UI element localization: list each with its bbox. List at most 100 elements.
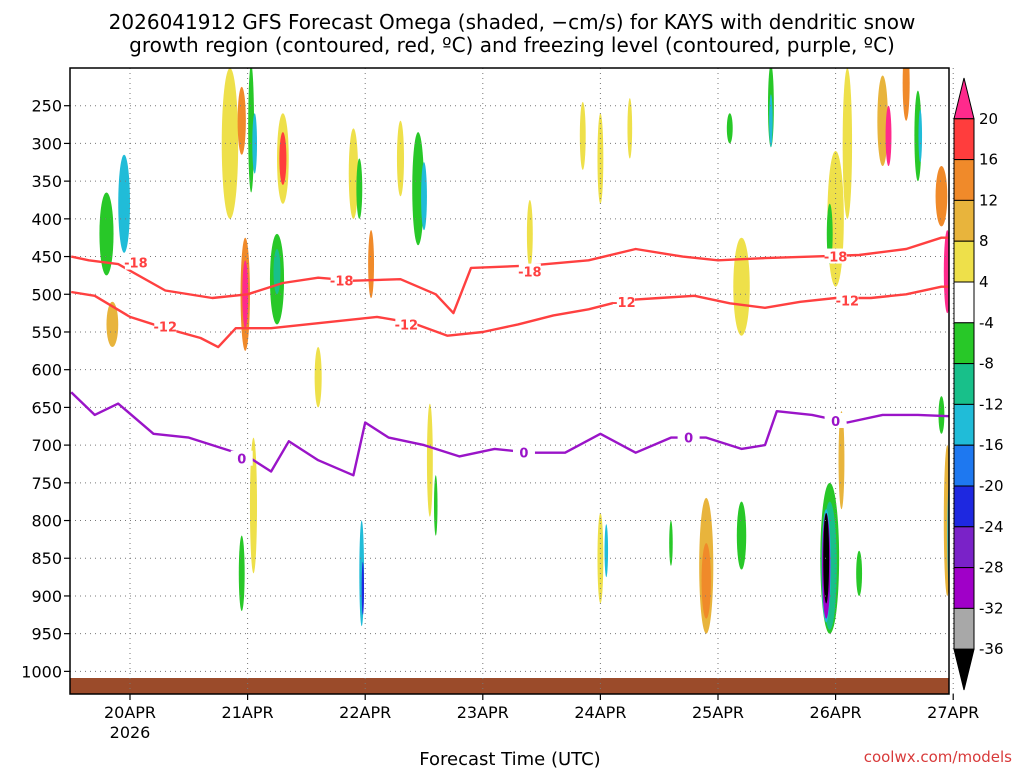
gridlines <box>70 68 954 694</box>
contour-label-bg <box>330 272 353 288</box>
omega-blob-6 <box>252 113 258 174</box>
y-tick-label: 850 <box>31 549 62 568</box>
colorbar-swatch <box>953 281 975 324</box>
omega-blob-12 <box>273 249 281 295</box>
omega-blob-34 <box>701 543 711 619</box>
omega-blob-30 <box>604 524 609 578</box>
omega-blob-2 <box>106 301 119 348</box>
colorbar-cap-bottom <box>953 648 975 691</box>
omega-blob-54 <box>918 109 923 163</box>
y-tick-label: 350 <box>31 172 62 191</box>
omega-blob-51 <box>885 105 892 167</box>
omega-blob-35 <box>736 501 747 570</box>
contour-label: -12 <box>154 321 178 336</box>
colorbar-cap-top <box>953 77 975 120</box>
y-tick-label: 450 <box>31 248 62 267</box>
y-tick-label: 550 <box>31 323 62 342</box>
colorbar-swatch <box>953 567 975 609</box>
contour-line-1 <box>71 285 949 349</box>
y-tick-label: 900 <box>31 587 62 606</box>
contour-line-2 <box>70 391 949 477</box>
y-tick-label: 250 <box>31 97 62 116</box>
colorbar-label: 20 <box>979 110 998 128</box>
contour-label: -18 <box>124 257 148 272</box>
x-tick-label: 24APR <box>574 703 626 722</box>
y-tick-label: 800 <box>31 512 62 531</box>
y-tick-label: 300 <box>31 134 62 153</box>
x-tick-label: 21APR <box>222 703 274 722</box>
contour-label: -12 <box>836 294 860 309</box>
y-tick-label: 650 <box>31 398 62 417</box>
omega-blob-37 <box>726 113 733 144</box>
x-tick-label: 25APR <box>692 703 744 722</box>
contour-label: -12 <box>395 318 419 333</box>
colorbar-label: 4 <box>979 273 989 291</box>
omega-blob-55 <box>935 166 948 227</box>
plot-frame <box>69 67 950 695</box>
x-tick-label: 27APR <box>927 703 979 722</box>
contour-label: 0 <box>831 415 840 430</box>
omega-blob-16 <box>356 158 363 219</box>
omega-shading <box>99 68 952 634</box>
omega-blob-1 <box>118 154 130 253</box>
contour-label-bg <box>677 429 700 445</box>
contour-label-bg <box>395 316 418 332</box>
colorbar-swatch <box>953 444 975 487</box>
omega-blob-47 <box>856 550 863 596</box>
omega-blob-25 <box>314 347 322 408</box>
contour-label-bg <box>836 292 859 308</box>
colorbar-label: -36 <box>979 640 1004 658</box>
omega-blob-26 <box>526 199 533 268</box>
omega-blob-48 <box>838 411 845 510</box>
colorbar-label: 16 <box>979 151 998 169</box>
colorbar-label: 8 <box>979 232 989 250</box>
contour-label-bg <box>612 293 635 309</box>
omega-blob-24 <box>433 475 438 536</box>
colorbar-label: -12 <box>979 395 1004 413</box>
colorbar-swatch <box>953 526 975 569</box>
contour-label-bg <box>230 450 253 466</box>
omega-blob-52 <box>902 68 910 121</box>
y-tick-label: 500 <box>31 285 62 304</box>
contour-label-bg <box>124 254 147 270</box>
contour-line-0 <box>70 236 949 315</box>
x-tick-label: 22APR <box>339 703 391 722</box>
x-tick-year: 2026 <box>110 723 151 742</box>
contour-label-bg <box>518 263 541 279</box>
temperature-contours: -18 -18 -18 -18 -12 -12 -12 -12 0 0 0 0 <box>70 236 949 477</box>
colorbar-swatch <box>953 403 975 446</box>
colorbar-label: -8 <box>979 355 994 373</box>
contour-label-bg <box>154 318 177 334</box>
omega-blob-13 <box>238 535 245 612</box>
colorbar: 20 16 12 8 4 -4 -8 -12 -16 -20 -24 -28 -32 -36 <box>953 77 1004 691</box>
colorbar-swatch <box>953 363 975 405</box>
chart-title-line1: 2026041912 GFS Forecast Omega (shaded, −… <box>109 10 916 34</box>
omega-blob-57 <box>943 445 949 596</box>
omega-blob-59 <box>950 528 952 603</box>
contour-label-bg <box>824 412 847 428</box>
omega-blob-19 <box>361 562 365 615</box>
colorbar-swatch <box>953 607 975 650</box>
contour-label: -18 <box>824 251 848 266</box>
colorbar-label: -24 <box>979 518 1004 536</box>
credit-text[interactable]: coolwx.com/models <box>864 748 1012 766</box>
contour-label-bg <box>824 248 847 264</box>
omega-blob-4 <box>237 86 246 155</box>
x-tick-label: 20APR <box>104 703 156 722</box>
x-tick-label: 23APR <box>457 703 509 722</box>
omega-blob-23 <box>426 403 433 517</box>
colorbar-label: -28 <box>979 559 1004 577</box>
colorbar-swatch <box>953 322 975 365</box>
y-tick-label: 700 <box>31 436 62 455</box>
colorbar-label: -32 <box>979 599 1004 617</box>
y-tick-label: 600 <box>31 361 62 380</box>
colorbar-swatch <box>953 159 975 201</box>
colorbar-swatch <box>953 199 975 242</box>
omega-blob-8 <box>279 132 287 185</box>
y-tick-label: 750 <box>31 474 62 493</box>
y-tick-label: 400 <box>31 210 62 229</box>
omega-blob-14 <box>249 437 258 574</box>
contour-label: 0 <box>519 447 528 462</box>
omega-blob-36 <box>733 237 750 336</box>
